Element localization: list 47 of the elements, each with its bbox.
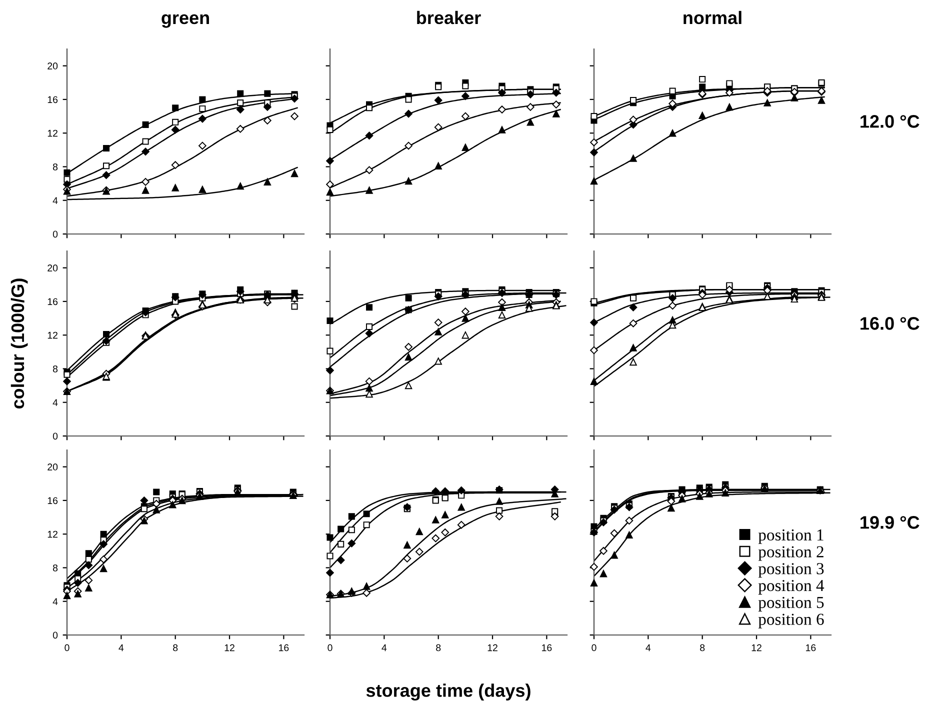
y-tick-label: 4	[52, 399, 58, 406]
y-tick-label: 0	[52, 432, 58, 440]
y-tick-label: 4	[52, 598, 58, 605]
y-tick-label: 20	[48, 264, 58, 272]
y-tick-label: 20	[48, 62, 58, 70]
legend-label: position 3	[758, 563, 824, 578]
x-tick-label: 4	[646, 644, 651, 652]
x-tick-label: 0	[64, 644, 70, 652]
y-tick-label: 16	[48, 96, 58, 104]
chart-title: green	[162, 14, 209, 28]
chart-title: breaker	[417, 10, 481, 24]
x-tick-label: 8	[700, 644, 705, 652]
y-tick-label: 0	[52, 230, 58, 238]
legend-label: position 2	[758, 546, 824, 561]
y-axis-title: colour (1000/G)	[10, 278, 28, 409]
x-tick-label: 16	[279, 644, 289, 652]
text: 12.0 °C	[860, 115, 920, 128]
legend-label: position 5	[758, 596, 824, 612]
y-tick-label: 12	[48, 332, 58, 339]
x-axis-title: storage time (days)	[366, 684, 530, 701]
legend-label: position 6	[758, 614, 824, 628]
y-tick-label: 16	[48, 298, 58, 306]
y-tick-label: 12	[48, 530, 58, 538]
x-tick-label: 4	[382, 644, 387, 652]
x-tick-label: 12	[752, 644, 762, 652]
x-tick-label: 0	[328, 644, 332, 652]
legend-label: position 4	[758, 580, 824, 595]
x-tick-label: 8	[173, 644, 178, 652]
y-tick-label: 20	[48, 464, 58, 470]
x-tick-label: 0	[592, 644, 596, 652]
y-tick-label: 8	[52, 163, 58, 170]
y-tick-label: 8	[52, 564, 58, 572]
text: 16.0 °C	[860, 317, 920, 330]
x-tick-label: 8	[436, 644, 441, 652]
x-tick-label: 4	[118, 644, 124, 652]
y-tick-label: 16	[48, 497, 58, 504]
x-tick-label: 16	[542, 644, 552, 652]
text: 19.9 °C	[860, 516, 920, 529]
x-tick-label: 12	[224, 644, 234, 652]
x-tick-label: 16	[806, 644, 816, 652]
chart-title: normal	[684, 10, 742, 24]
legend-label: position 1	[758, 529, 824, 544]
y-tick-label: 4	[52, 197, 58, 204]
y-tick-label: 8	[52, 365, 58, 372]
y-tick-label: 12	[48, 130, 58, 137]
x-tick-label: 12	[488, 644, 498, 652]
y-tick-label: 0	[52, 632, 58, 639]
